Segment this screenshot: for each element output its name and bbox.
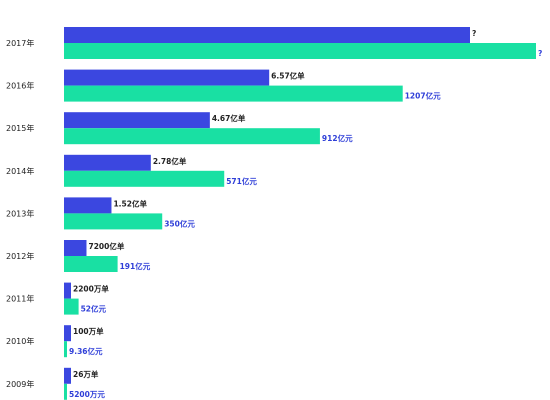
data-label-series-2: 5200万元	[69, 390, 105, 399]
bar-series-1	[64, 197, 112, 214]
bar-series-2	[64, 85, 403, 102]
data-label-series-1: 26万单	[73, 369, 99, 379]
data-label-series-2: 571亿元	[226, 176, 257, 186]
data-label-series-2: 350亿元	[164, 218, 195, 228]
bar-series-1	[64, 27, 470, 43]
bar-series-1	[64, 154, 151, 171]
data-label-series-1: 1.52亿单	[113, 198, 147, 208]
bar-series-1	[64, 112, 210, 129]
y-tick-label: 2012年	[6, 251, 34, 261]
y-tick-label: 2016年	[6, 81, 34, 91]
bar-series-1	[64, 240, 87, 256]
y-tick-label: 2009年	[6, 379, 34, 389]
bar-series-2	[64, 213, 163, 230]
data-label-series-1: 4.67亿单	[212, 113, 246, 123]
y-tick-label: 2013年	[6, 208, 34, 218]
bar-series-2	[64, 383, 67, 400]
bar-series-1	[64, 282, 71, 299]
bar-series-2	[64, 298, 79, 315]
bar-series-1	[64, 325, 71, 342]
data-label-series-1: 6.57亿单	[271, 71, 305, 81]
data-label-series-2: 9.36亿元	[69, 346, 103, 356]
bar-series-2	[64, 43, 536, 59]
data-label-series-1: 2200万单	[73, 284, 109, 294]
bar-series-1	[64, 367, 71, 384]
bar-series-2	[64, 128, 320, 145]
data-label-series-2: 191亿元	[120, 261, 151, 271]
data-label-series-1: 2.78亿单	[153, 156, 187, 166]
y-tick-label: 2011年	[6, 294, 34, 304]
data-label-series-2: 1207亿元	[405, 91, 441, 101]
y-tick-label: 2017年	[6, 38, 34, 48]
bar-series-2	[64, 341, 67, 358]
data-label-series-1: 7200亿单	[88, 241, 124, 251]
bar-series-2	[64, 170, 225, 187]
data-label-series-1: ?	[472, 29, 476, 38]
y-tick-label: 2014年	[6, 166, 34, 176]
y-tick-label: 2015年	[6, 123, 34, 133]
data-label-series-2: 912亿元	[322, 133, 353, 143]
bar-series-1	[64, 69, 270, 86]
data-label-series-2: 52亿元	[81, 304, 107, 314]
data-label-series-2: ?	[538, 49, 542, 58]
data-label-series-1: 100万单	[73, 326, 104, 336]
y-tick-label: 2010年	[6, 336, 34, 346]
bar-series-2	[64, 256, 118, 272]
